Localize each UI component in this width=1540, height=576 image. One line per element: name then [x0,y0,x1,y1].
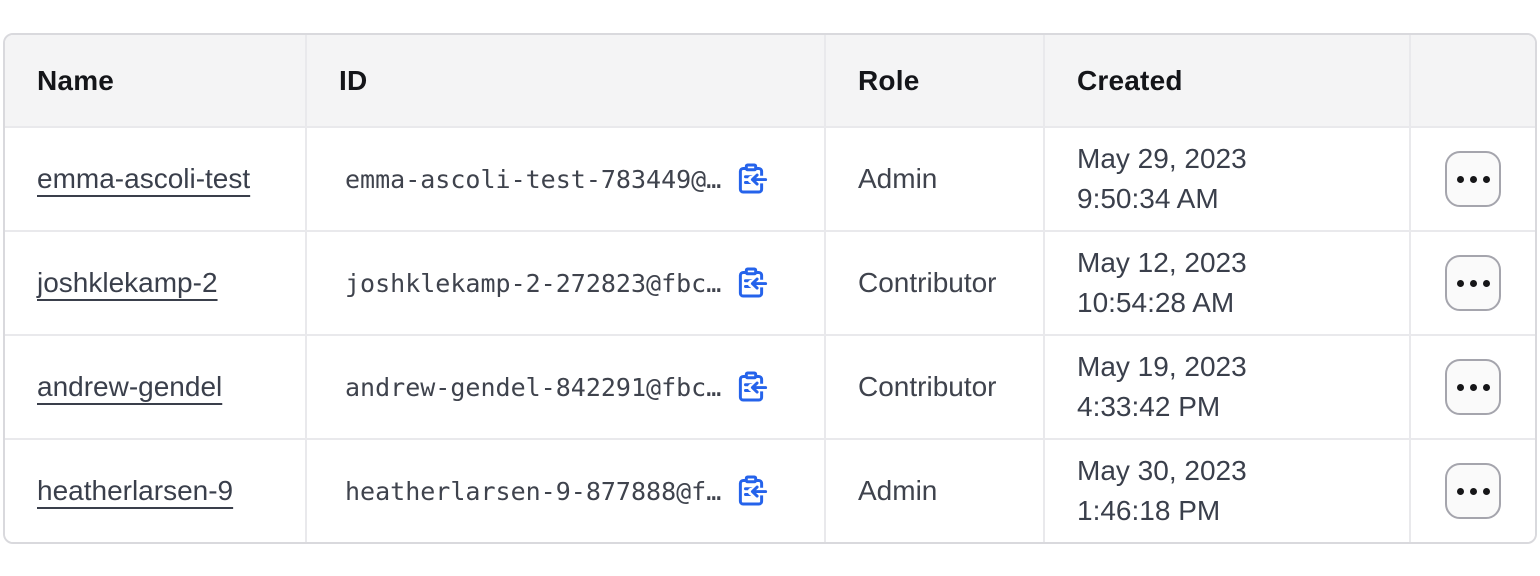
role-cell: Admin [826,128,1045,230]
id-cell: emma-ascoli-test-783449@… [307,128,826,230]
horizontal-ellipsis-icon [1456,487,1490,495]
table-row: heatherlarsen-9 heatherlarsen-9-877888@f… [5,438,1535,542]
row-actions-button[interactable] [1445,255,1501,311]
table-row: andrew-gendel andrew-gendel-842291@fbc… [5,334,1535,438]
page: Name ID Role Created emma-ascoli-test em… [3,33,1537,544]
created-timestamp: May 12, 2023 10:54:28 AM [1077,243,1247,323]
column-header-label: Role [858,64,920,96]
role-cell: Contributor [826,336,1045,438]
column-header-created: Created [1045,35,1411,126]
role-cell: Admin [826,440,1045,542]
horizontal-ellipsis-icon [1456,279,1490,287]
created-time: 1:46:18 PM [1077,495,1221,526]
role-text: Contributor [858,371,997,402]
clipboard-arrow-left-icon[interactable] [734,370,769,404]
column-header-name: Name [5,35,307,126]
horizontal-ellipsis-icon [1456,175,1490,183]
clipboard-arrow-left-icon[interactable] [734,266,769,300]
column-header-id: ID [307,35,826,126]
actions-cell [1411,232,1535,334]
user-id-text: heatherlarsen-9-877888@f… [345,476,722,506]
created-timestamp: May 30, 2023 1:46:18 PM [1077,451,1247,531]
created-cell: May 29, 2023 9:50:34 AM [1045,128,1411,230]
actions-cell [1411,440,1535,542]
created-cell: May 19, 2023 4:33:42 PM [1045,336,1411,438]
column-header-role: Role [826,35,1045,126]
user-id-text: emma-ascoli-test-783449@… [345,164,722,194]
table-row: joshklekamp-2 joshklekamp-2-272823@fbc… [5,230,1535,334]
created-time: 9:50:34 AM [1077,183,1219,214]
table-row: emma-ascoli-test emma-ascoli-test-783449… [5,126,1535,230]
created-cell: May 12, 2023 10:54:28 AM [1045,232,1411,334]
actions-cell [1411,336,1535,438]
created-time: 10:54:28 AM [1077,287,1235,318]
row-actions-button[interactable] [1445,359,1501,415]
horizontal-ellipsis-icon [1456,383,1490,391]
user-name-link[interactable]: andrew-gendel [37,371,223,402]
id-cell: heatherlarsen-9-877888@f… [307,440,826,542]
column-header-actions [1411,35,1535,126]
created-cell: May 30, 2023 1:46:18 PM [1045,440,1411,542]
created-date: May 12, 2023 [1077,247,1247,278]
role-text: Admin [858,163,938,194]
created-date: May 30, 2023 [1077,455,1247,486]
created-date: May 29, 2023 [1077,143,1247,174]
created-timestamp: May 19, 2023 4:33:42 PM [1077,347,1247,427]
user-name-link[interactable]: heatherlarsen-9 [37,475,234,506]
created-timestamp: May 29, 2023 9:50:34 AM [1077,139,1247,219]
name-cell: heatherlarsen-9 [5,440,307,542]
column-header-label: ID [339,64,368,96]
created-date: May 19, 2023 [1077,351,1247,382]
name-cell: emma-ascoli-test [5,128,307,230]
created-time: 4:33:42 PM [1077,391,1221,422]
column-header-label: Created [1077,64,1183,96]
table-header-row: Name ID Role Created [5,35,1535,126]
id-cell: andrew-gendel-842291@fbc… [307,336,826,438]
user-name-link[interactable]: joshklekamp-2 [37,267,218,298]
clipboard-arrow-left-icon[interactable] [734,162,769,196]
user-id-text: andrew-gendel-842291@fbc… [345,372,722,402]
row-actions-button[interactable] [1445,463,1501,519]
role-text: Admin [858,475,938,506]
role-cell: Contributor [826,232,1045,334]
users-table: Name ID Role Created emma-ascoli-test em… [3,33,1537,544]
user-id-text: joshklekamp-2-272823@fbc… [345,268,722,298]
role-text: Contributor [858,267,997,298]
actions-cell [1411,128,1535,230]
column-header-label: Name [37,64,115,96]
name-cell: joshklekamp-2 [5,232,307,334]
clipboard-arrow-left-icon[interactable] [734,474,769,508]
name-cell: andrew-gendel [5,336,307,438]
user-name-link[interactable]: emma-ascoli-test [37,163,251,194]
row-actions-button[interactable] [1445,151,1501,207]
id-cell: joshklekamp-2-272823@fbc… [307,232,826,334]
